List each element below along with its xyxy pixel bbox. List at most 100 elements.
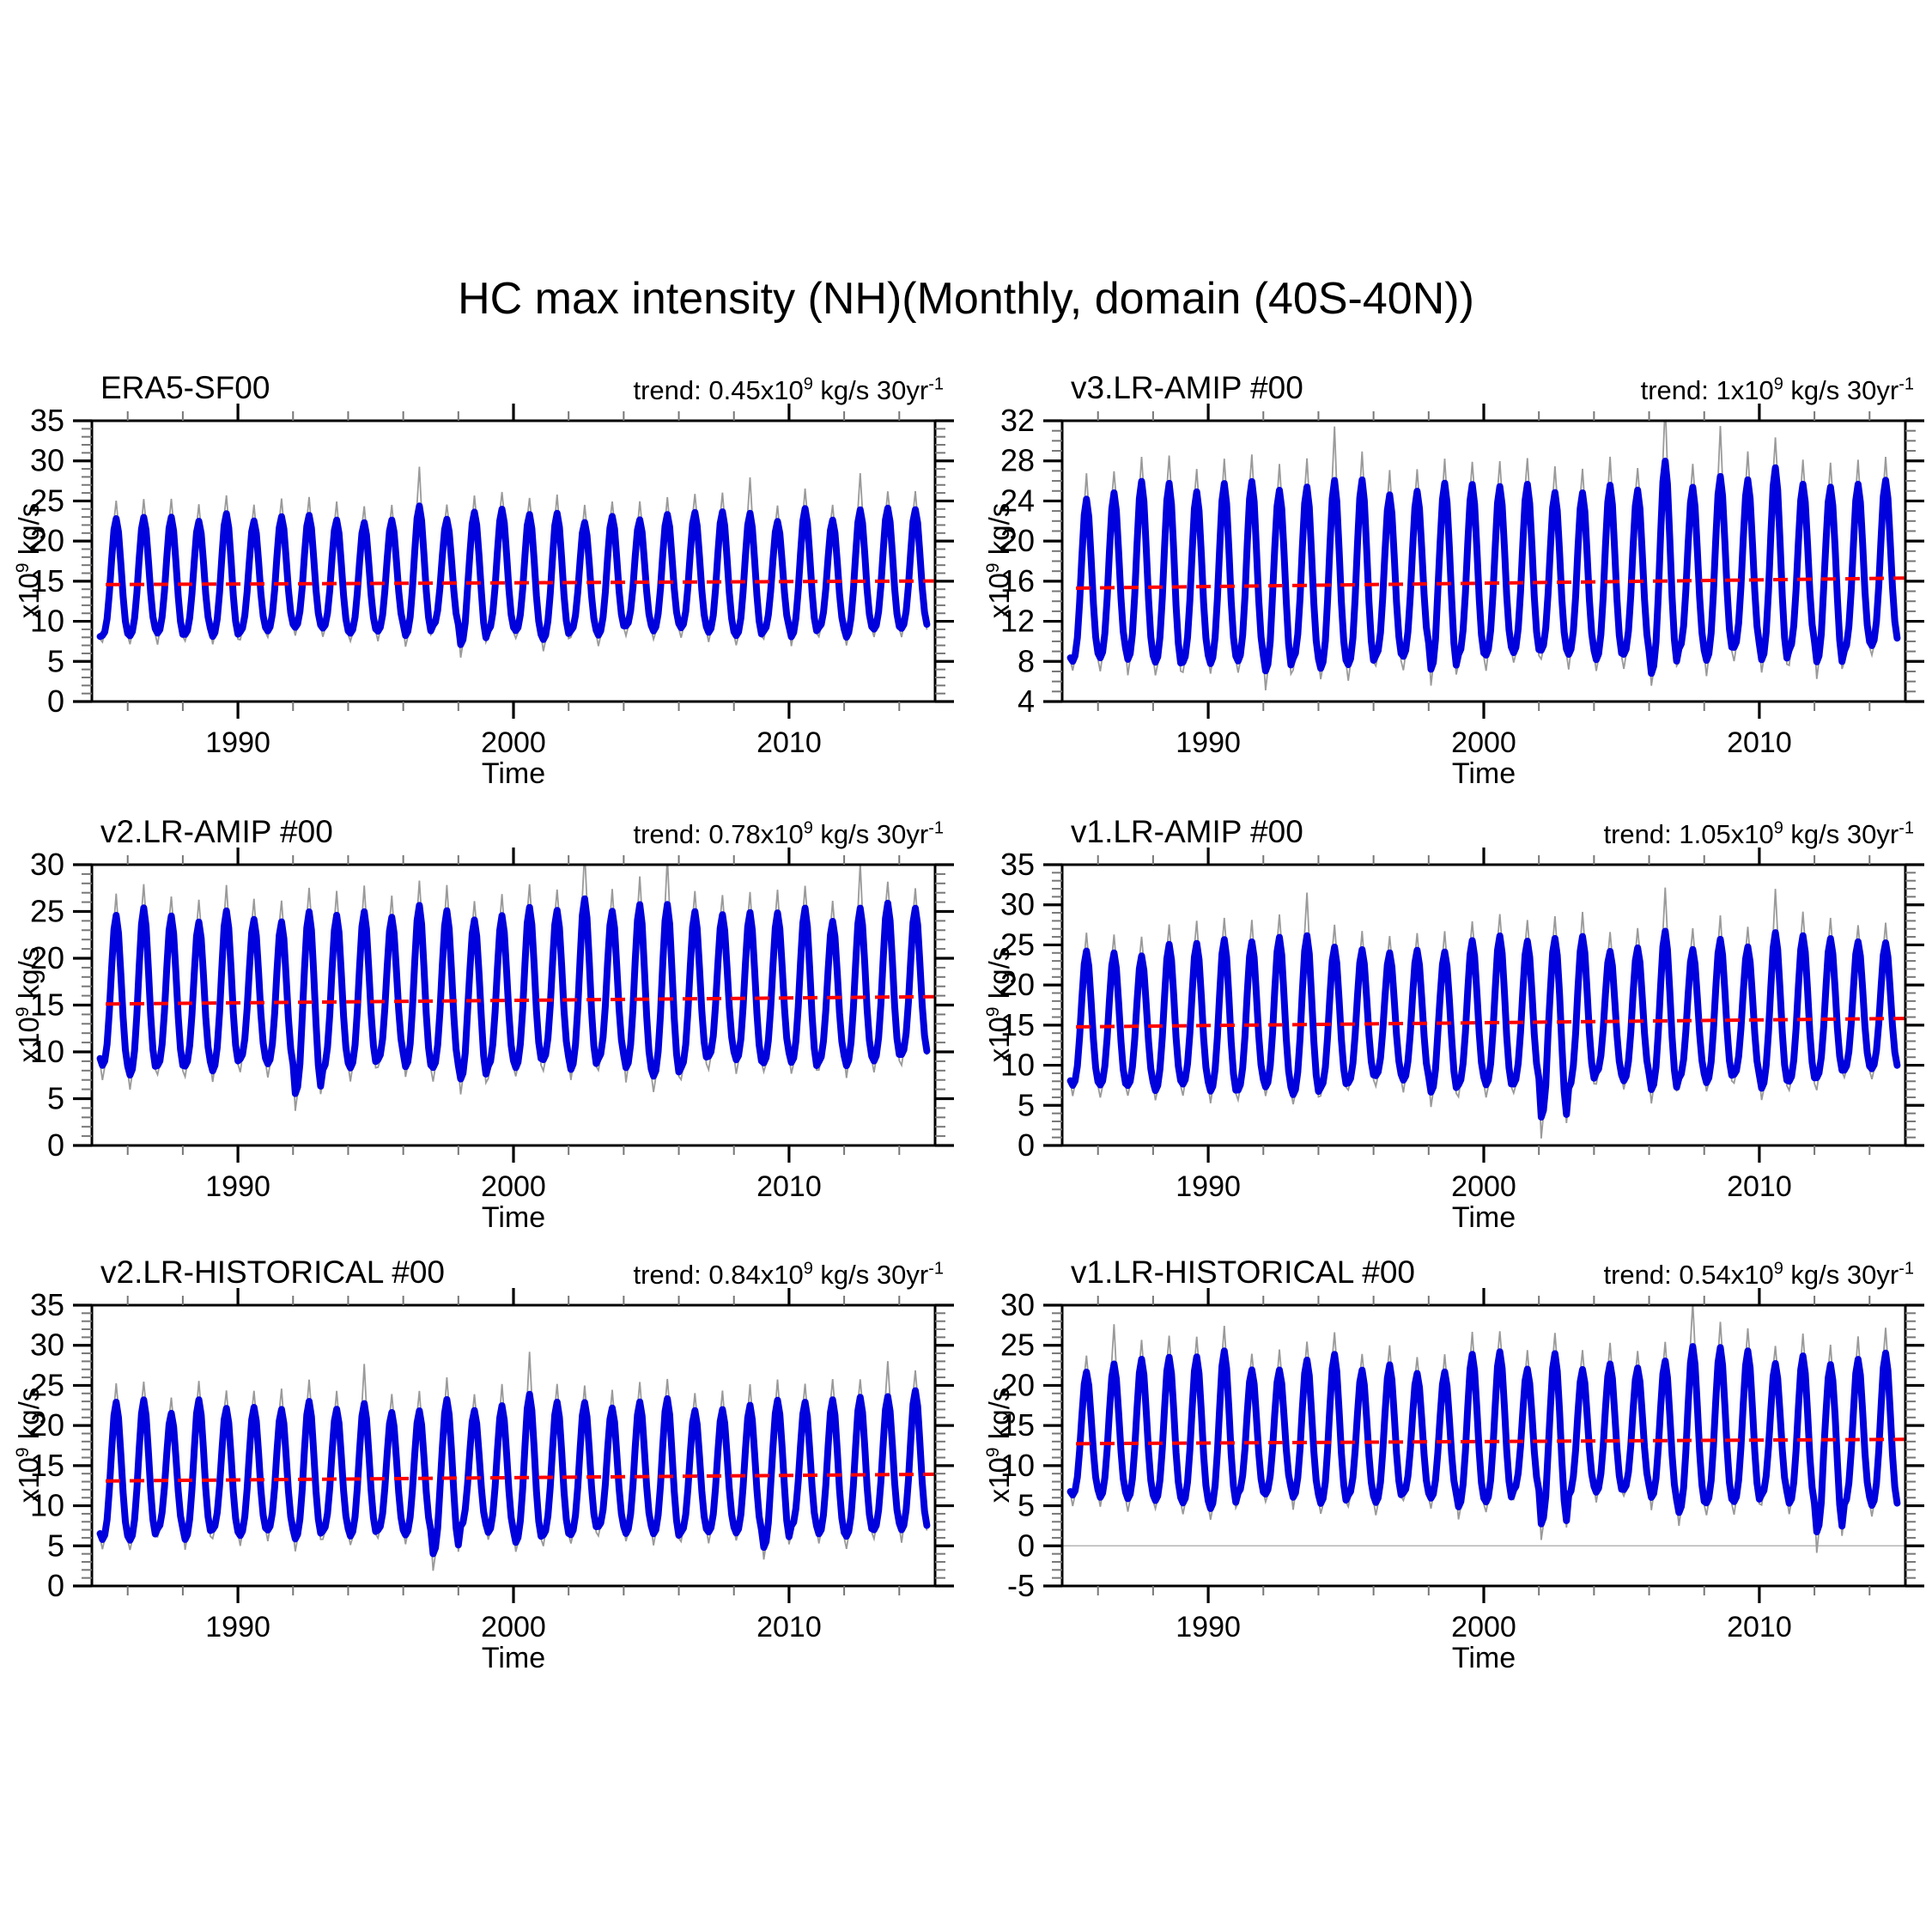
x-axis-title: Time — [1452, 1201, 1516, 1234]
x-tick-label: 2010 — [756, 726, 822, 759]
x-tick-label: 1990 — [205, 1611, 270, 1643]
x-tick-label: 2010 — [756, 1611, 822, 1643]
y-tick-label: 32 — [1000, 403, 1035, 438]
y-tick-label: 20 — [1000, 523, 1035, 558]
y-tick-label: 12 — [1000, 604, 1035, 639]
y-tick-label: 5 — [47, 1081, 64, 1116]
x-tick-label: 2000 — [1451, 1170, 1516, 1203]
y-tick-label: 30 — [30, 847, 64, 882]
y-tick-label: 5 — [47, 1528, 64, 1563]
y-tick-label: 0 — [47, 683, 64, 719]
y-tick-label: 20 — [1000, 967, 1035, 1002]
linear-trend-line — [106, 994, 934, 1006]
panel-era5-sf00-plot: 1990 2000 2010 0 5 10 15 20 25 30 35 Time — [30, 403, 954, 790]
axis-ticks — [73, 848, 954, 1163]
x-axis-title: Time — [1452, 757, 1516, 790]
figure-title: HC max intensity (NH)(Monthly, domain (4… — [458, 274, 1474, 324]
y-tick-label: 5 — [47, 643, 64, 678]
x-tick-label: 2010 — [1727, 1611, 1792, 1643]
y-tick-label: 25 — [30, 1367, 64, 1402]
y-tick-label: 0 — [1018, 1528, 1035, 1563]
panel-v1-lr-amip-plot: 1990 2000 2010 0 5 10 15 20 25 30 35 Time — [1000, 847, 1924, 1234]
x-tick-label: 2010 — [756, 1170, 822, 1203]
y-tick-label: 15 — [30, 1448, 64, 1483]
y-tick-label: 35 — [30, 1287, 64, 1322]
smoothed-series-line — [1066, 927, 1901, 1121]
axis-ticks — [1043, 1288, 1924, 1603]
panel-v1-lr-historical-title: v1.LR-HISTORICAL #00 — [1071, 1255, 1415, 1290]
y-tick-label: 15 — [30, 563, 64, 598]
x-tick-label: 1990 — [1176, 1611, 1241, 1643]
panel-v1-lr-amip-title: v1.LR-AMIP #00 — [1071, 814, 1303, 849]
x-tick-label: 2010 — [1727, 1170, 1792, 1203]
x-tick-label: 2010 — [1727, 726, 1792, 759]
x-tick-label: 2000 — [481, 726, 546, 759]
smoothed-series-line — [96, 895, 931, 1097]
y-tick-label: 4 — [1018, 683, 1035, 719]
y-tick-label: 10 — [30, 604, 64, 639]
panel-v1-lr-amip-trend-annotation: trend: 1.05x109 kg/s 30yr-1 — [1603, 818, 1914, 849]
x-tick-label: 1990 — [205, 1170, 270, 1203]
panel-v2-lr-historical-title: v2.LR-HISTORICAL #00 — [100, 1255, 445, 1290]
panel-era5-sf00-trend-annotation: trend: 0.45x109 kg/s 30yr-1 — [633, 374, 944, 405]
x-tick-label: 2000 — [481, 1170, 546, 1203]
y-tick-label: 25 — [1000, 1327, 1035, 1363]
x-axis-title: Time — [482, 1201, 545, 1234]
y-tick-label: 30 — [30, 1327, 64, 1363]
y-tick-label: 20 — [30, 523, 64, 558]
y-tick-label: 0 — [1018, 1127, 1035, 1163]
y-tick-label: -5 — [1007, 1568, 1035, 1603]
y-tick-label: 25 — [30, 894, 64, 929]
y-tick-label: 24 — [1000, 483, 1035, 518]
y-tick-label: 15 — [1000, 1407, 1035, 1443]
y-tick-label: 25 — [1000, 927, 1035, 962]
y-tick-label: 0 — [47, 1568, 64, 1603]
panel-v2-lr-amip-trend-annotation: trend: 0.78x109 kg/s 30yr-1 — [633, 818, 944, 849]
x-tick-label: 2000 — [1451, 1611, 1516, 1643]
y-tick-label: 8 — [1018, 643, 1035, 678]
panel-v1-lr-historical-plot: 1990 2000 2010 -5 0 5 10 15 20 25 30 Time — [1000, 1287, 1924, 1674]
y-tick-label: 20 — [30, 940, 64, 975]
y-tick-label: 5 — [1018, 1488, 1035, 1523]
axis-ticks — [73, 404, 954, 719]
smoothed-series-line — [1066, 458, 1901, 677]
x-tick-label: 1990 — [205, 726, 270, 759]
x-tick-label: 1990 — [1176, 1170, 1241, 1203]
linear-trend-line — [106, 1472, 934, 1483]
x-tick-label: 1990 — [1176, 726, 1241, 759]
smoothed-series-line — [1066, 1343, 1901, 1535]
panel-v3-lr-amip-trend-annotation: trend: 1x109 kg/s 30yr-1 — [1640, 374, 1914, 405]
linear-trend-line — [1076, 1017, 1905, 1029]
panel-v2-lr-amip-header: v2.LR-AMIP #00 trend: 0.78x109 kg/s 30yr… — [100, 808, 944, 848]
linear-trend-line — [1076, 1437, 1905, 1446]
y-tick-label: 30 — [1000, 1287, 1035, 1322]
panel-v1-lr-historical-trend-annotation: trend: 0.54x109 kg/s 30yr-1 — [1603, 1259, 1914, 1290]
axis-ticks — [73, 1288, 954, 1603]
panel-v1-lr-historical-header: v1.LR-HISTORICAL #00 trend: 0.54x109 kg/… — [1071, 1249, 1914, 1288]
smoothed-series-line — [96, 1387, 931, 1558]
y-tick-label: 20 — [30, 1407, 64, 1443]
x-tick-label: 2000 — [1451, 726, 1516, 759]
y-tick-label: 28 — [1000, 443, 1035, 478]
x-axis-title: Time — [1452, 1642, 1516, 1674]
y-tick-label: 0 — [47, 1127, 64, 1163]
y-tick-label: 20 — [1000, 1367, 1035, 1402]
panel-v2-lr-historical-header: v2.LR-HISTORICAL #00 trend: 0.84x109 kg/… — [100, 1249, 944, 1288]
x-axis-title: Time — [482, 1642, 545, 1674]
y-tick-label: 10 — [30, 1488, 64, 1523]
y-tick-label: 10 — [1000, 1448, 1035, 1483]
y-tick-label: 30 — [1000, 887, 1035, 922]
linear-trend-line — [106, 579, 934, 586]
axis-ticks — [1043, 848, 1924, 1163]
y-tick-label: 30 — [30, 443, 64, 478]
y-tick-label: 10 — [30, 1034, 64, 1069]
y-tick-label: 5 — [1018, 1087, 1035, 1122]
y-tick-label: 35 — [1000, 847, 1035, 882]
panel-era5-sf00-title: ERA5-SF00 — [100, 370, 270, 405]
panel-v3-lr-amip-header: v3.LR-AMIP #00 trend: 1x109 kg/s 30yr-1 — [1071, 364, 1914, 404]
x-tick-label: 2000 — [481, 1611, 546, 1643]
panel-v2-lr-amip-title: v2.LR-AMIP #00 — [100, 814, 333, 849]
panel-v2-lr-historical-plot: 1990 2000 2010 0 5 10 15 20 25 30 35 Time — [30, 1287, 954, 1674]
x-axis-title: Time — [482, 757, 545, 790]
